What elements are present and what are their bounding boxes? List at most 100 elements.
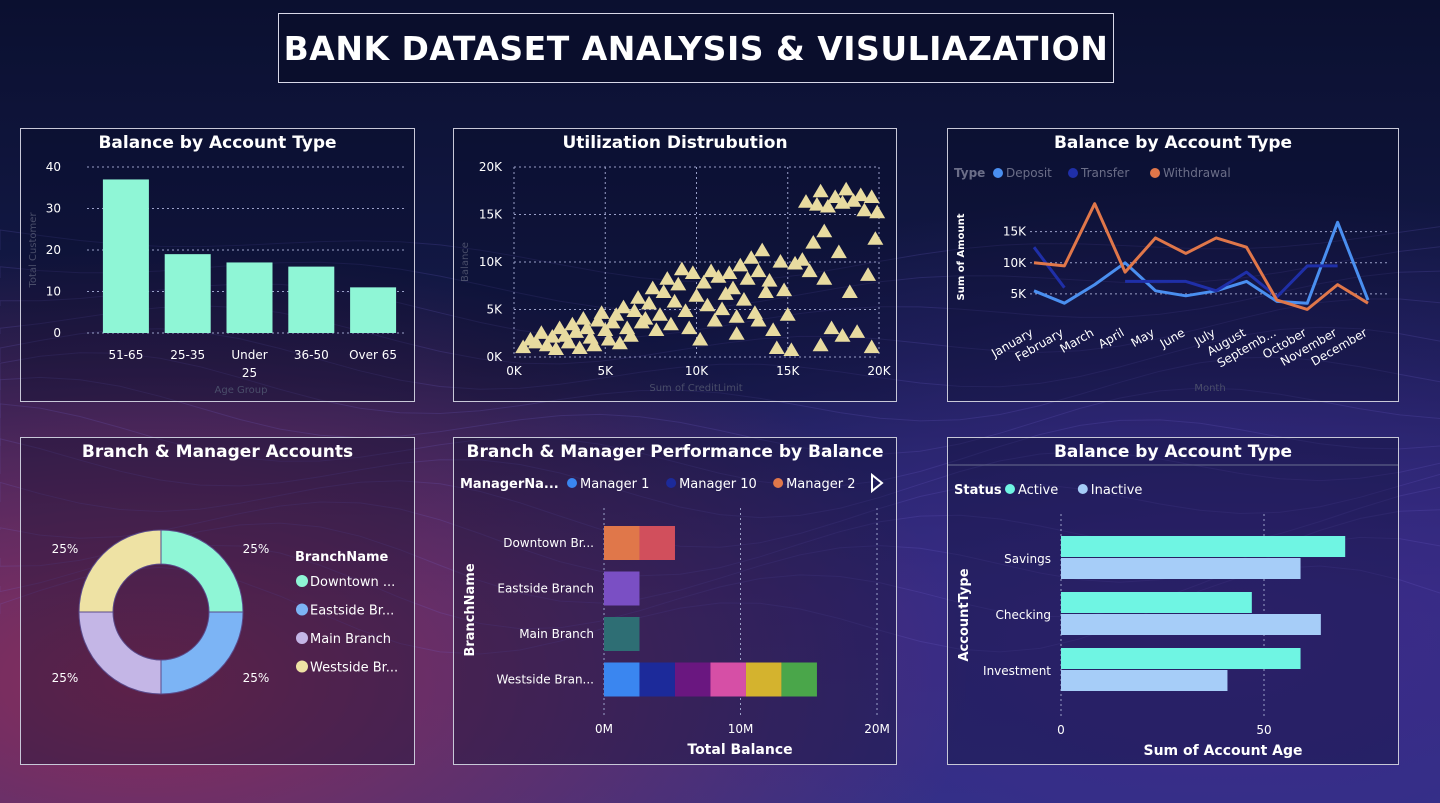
bar-segment[interactable]: [604, 662, 640, 697]
scatter-point[interactable]: [728, 309, 745, 323]
scatter-point[interactable]: [538, 337, 555, 352]
series-line[interactable]: [1033, 202, 1369, 311]
legend-next-arrow-icon[interactable]: [871, 472, 884, 494]
legend-label[interactable]: Manager 1: [580, 477, 649, 492]
bar[interactable]: [226, 262, 273, 333]
bar[interactable]: [102, 179, 149, 333]
scatter-point[interactable]: [589, 312, 606, 327]
bar[interactable]: [1061, 670, 1228, 691]
bar[interactable]: [1061, 592, 1252, 613]
scatter-point[interactable]: [586, 337, 603, 352]
bar-segment[interactable]: [674, 662, 711, 697]
scatter-point[interactable]: [600, 331, 617, 346]
scatter-point[interactable]: [608, 307, 625, 321]
donut-slice[interactable]: [78, 529, 162, 613]
legend-label[interactable]: Inactive: [1091, 483, 1143, 498]
bar[interactable]: [1061, 558, 1301, 579]
panel-utilization-distribution[interactable]: Utilization Distrubution 0K 5K 10K 15K 20K 0K…: [453, 128, 897, 402]
scatter-point[interactable]: [673, 261, 690, 276]
legend-label[interactable]: Manager 2: [786, 477, 855, 492]
scatter-point[interactable]: [533, 325, 550, 339]
panel-amount-by-month[interactable]: Balance by Account Type Type Deposit Trans…: [947, 128, 1399, 402]
scatter-point[interactable]: [860, 267, 877, 281]
scatter-point[interactable]: [739, 271, 756, 285]
legend-label[interactable]: Deposit: [1006, 166, 1052, 180]
bar-segment[interactable]: [781, 662, 817, 697]
scatter-point[interactable]: [761, 273, 778, 287]
bar-segment[interactable]: [604, 571, 640, 606]
scatter-point[interactable]: [757, 284, 774, 298]
scatter-point[interactable]: [834, 328, 851, 342]
donut-slice[interactable]: [160, 529, 244, 613]
scatter-point[interactable]: [655, 284, 672, 298]
bar-segment[interactable]: [604, 526, 640, 560]
scatter-point[interactable]: [666, 293, 683, 308]
scatter-point[interactable]: [852, 187, 869, 202]
series-line[interactable]: [1032, 246, 1338, 299]
scatter-point[interactable]: [765, 322, 782, 336]
scatter-point[interactable]: [684, 265, 701, 279]
scatter-point[interactable]: [688, 288, 705, 302]
scatter-point[interactable]: [670, 276, 687, 291]
scatter-point[interactable]: [750, 312, 767, 327]
bar-segment[interactable]: [604, 617, 640, 651]
bar[interactable]: [1061, 536, 1346, 557]
scatter-point[interactable]: [787, 255, 804, 270]
scatter-point[interactable]: [571, 340, 588, 355]
bar-segment[interactable]: [710, 662, 746, 697]
scatter-point[interactable]: [547, 341, 564, 355]
scatter-point[interactable]: [768, 340, 785, 355]
scatter-point[interactable]: [794, 252, 811, 266]
scatter-point[interactable]: [695, 274, 712, 289]
scatter-point[interactable]: [849, 324, 866, 338]
legend-label[interactable]: Active: [1018, 483, 1058, 498]
panel-balance-by-age-group[interactable]: Balance by Account Type 0 10 20 30 40 51-65 25…: [20, 128, 415, 402]
bar[interactable]: [1061, 648, 1301, 669]
scatter-point[interactable]: [863, 189, 880, 203]
scatter-point[interactable]: [637, 311, 654, 325]
scatter-point[interactable]: [725, 280, 741, 295]
scatter-point[interactable]: [641, 295, 658, 310]
scatter-point[interactable]: [604, 314, 621, 329]
scatter-point[interactable]: [644, 280, 661, 295]
scatter-point[interactable]: [662, 316, 679, 331]
scatter-point[interactable]: [593, 305, 610, 319]
legend-label[interactable]: Manager 10: [679, 477, 757, 492]
panel-branch-accounts[interactable]: Branch & Manager Accounts 25% 25% 25% 25% Br…: [20, 437, 415, 765]
scatter-point[interactable]: [544, 329, 561, 343]
series-line[interactable]: [1033, 220, 1370, 305]
bar-segment[interactable]: [639, 662, 675, 697]
scatter-point[interactable]: [819, 198, 836, 213]
scatter-point[interactable]: [776, 282, 793, 297]
scatter-point[interactable]: [743, 250, 760, 264]
scatter-point[interactable]: [805, 235, 822, 249]
scatter-point[interactable]: [856, 202, 873, 217]
legend-label[interactable]: Westside Br...: [310, 661, 398, 676]
scatter-point[interactable]: [560, 334, 577, 349]
scatter-point[interactable]: [714, 301, 731, 316]
scatter-point[interactable]: [812, 183, 829, 198]
scatter-point[interactable]: [816, 223, 833, 238]
scatter-point[interactable]: [648, 322, 665, 336]
panel-account-age-by-type[interactable]: Balance by Account Type Status Active Inac…: [947, 437, 1399, 765]
scatter-point[interactable]: [677, 303, 694, 317]
scatter-point[interactable]: [808, 197, 825, 211]
scatter-point[interactable]: [801, 263, 818, 278]
bar-segment[interactable]: [639, 526, 675, 560]
scatter-point[interactable]: [830, 244, 847, 259]
scatter-point[interactable]: [611, 335, 628, 350]
bar[interactable]: [350, 287, 397, 333]
scatter-point[interactable]: [703, 263, 720, 278]
scatter-point[interactable]: [652, 307, 668, 321]
scatter-point[interactable]: [779, 307, 796, 321]
bar-segment[interactable]: [745, 662, 782, 697]
donut-slice[interactable]: [78, 611, 162, 695]
scatter-point[interactable]: [681, 320, 698, 335]
scatter-point[interactable]: [827, 189, 844, 203]
scatter-point[interactable]: [630, 290, 647, 304]
scatter-point[interactable]: [869, 204, 886, 219]
scatter-point[interactable]: [527, 334, 544, 349]
scatter-point[interactable]: [867, 231, 884, 245]
scatter-point[interactable]: [710, 269, 727, 283]
scatter-point[interactable]: [750, 263, 767, 278]
